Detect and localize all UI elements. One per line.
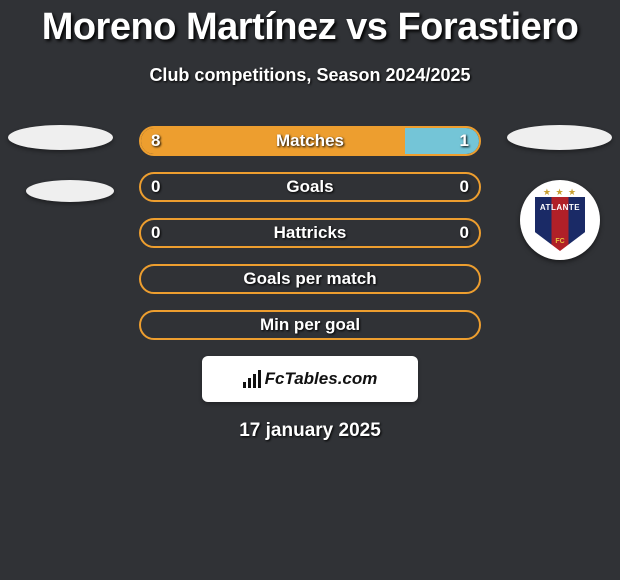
stat-row: Goals per match	[0, 264, 620, 294]
stat-bar: Min per goal	[139, 310, 481, 340]
stat-bar-label: Matches	[276, 131, 344, 151]
stat-row: 8 1 Matches	[0, 126, 620, 156]
stat-bar-label: Goals per match	[243, 269, 376, 289]
stat-bar-label: Goals	[286, 177, 333, 197]
stat-bar-right-value: 0	[460, 223, 469, 243]
stat-bar-right-value: 0	[460, 177, 469, 197]
stat-bar-right-value: 1	[460, 131, 469, 151]
stat-bar: 8 1 Matches	[139, 126, 481, 156]
page-title: Moreno Martínez vs Forastiero	[0, 0, 620, 49]
stat-bar-left-value: 0	[151, 177, 160, 197]
stat-bar-left-fill	[141, 128, 405, 154]
source-logo: FcTables.com	[202, 356, 418, 402]
logo-text: FcTables.com	[265, 369, 378, 389]
stat-row: 0 0 Goals	[0, 172, 620, 202]
snapshot-date: 17 january 2025	[0, 420, 620, 442]
stat-bar-left-value: 8	[151, 131, 160, 151]
stat-bar: 0 0 Goals	[139, 172, 481, 202]
stat-bars: 8 1 Matches 0 0 Goals 0 0 Hattricks Goals per mat…	[0, 126, 620, 340]
stat-bar: Goals per match	[139, 264, 481, 294]
stat-row: 0 0 Hattricks	[0, 218, 620, 248]
stat-row: Min per goal	[0, 310, 620, 340]
stat-bar-label: Min per goal	[260, 315, 360, 335]
stat-bar-label: Hattricks	[274, 223, 347, 243]
stat-bar-left-value: 0	[151, 223, 160, 243]
logo-bars-icon	[243, 370, 261, 388]
stat-bar: 0 0 Hattricks	[139, 218, 481, 248]
page-subtitle: Club competitions, Season 2024/2025	[0, 65, 620, 86]
